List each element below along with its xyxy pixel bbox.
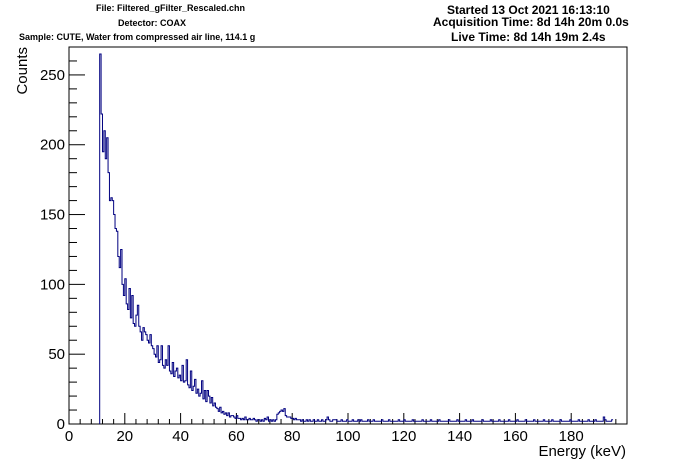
y-tick-label: 50: [48, 346, 65, 363]
file-name-label: File: Filtered_gFilter_Rescaled.chn: [96, 3, 246, 13]
acquisition-time-label: Acquisition Time: 8d 14h 20m 0.0s: [433, 15, 629, 29]
y-tick-label: 250: [40, 67, 65, 84]
x-tick-label: 0: [65, 428, 73, 445]
x-tick-label: 160: [503, 428, 528, 445]
sample-label: Sample: CUTE, Water from compressed air …: [19, 32, 256, 42]
live-time-label: Live Time: 8d 14h 19m 2.4s: [451, 30, 606, 44]
x-tick-label: 180: [559, 428, 584, 445]
detector-label: Detector: COAX: [118, 18, 187, 28]
x-tick-label: 80: [284, 428, 301, 445]
spectrum-histogram-line: [99, 53, 614, 424]
x-tick-label: 120: [391, 428, 416, 445]
x-axis-title: Energy (keV): [538, 443, 626, 460]
axis-ticks: 0 20 40 60 80 100 120 140 160 180 0 50 100 150 200 250: [40, 46, 617, 445]
y-axis-title: Counts: [14, 47, 31, 95]
x-tick-label: 20: [116, 428, 133, 445]
y-tick-label: 200: [40, 137, 65, 154]
x-tick-label: 140: [447, 428, 472, 445]
x-tick-label: 60: [228, 428, 245, 445]
y-tick-label: 0: [57, 416, 65, 433]
plot-frame: [68, 46, 628, 425]
y-tick-label: 100: [40, 276, 65, 293]
x-tick-label: 40: [172, 428, 189, 445]
x-tick-label: 100: [335, 428, 360, 445]
start-time-label: Started 13 Oct 2021 16:13:10: [447, 3, 610, 17]
y-tick-label: 150: [40, 207, 65, 224]
